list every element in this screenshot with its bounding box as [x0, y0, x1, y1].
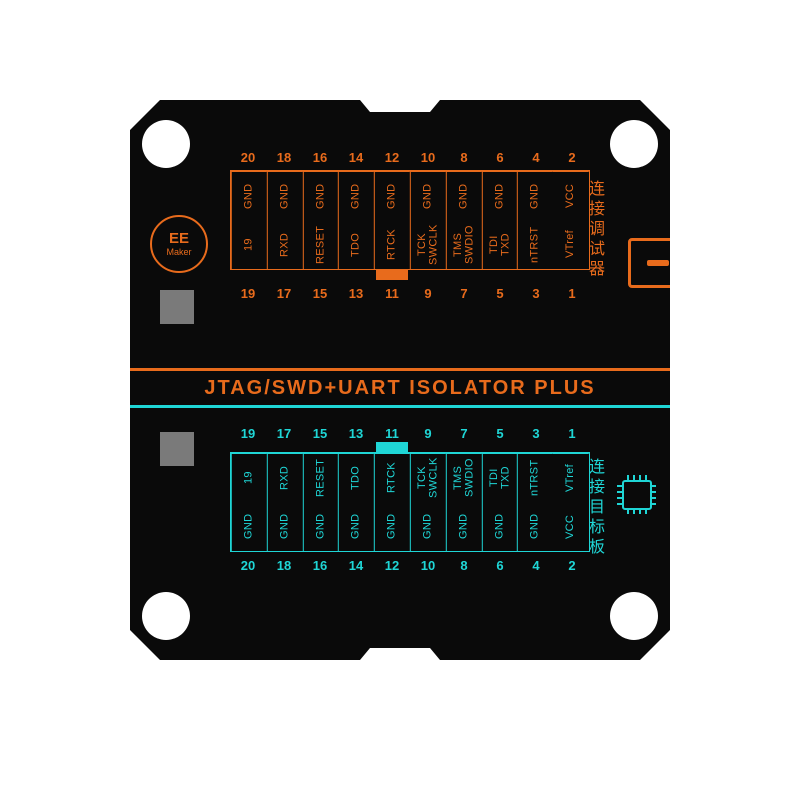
top-side-label: 连接调试器 — [582, 180, 606, 280]
pcb-board: EE Maker JTAG/SWD+UART ISOLATOR PLUS 201… — [130, 100, 670, 660]
bottom-pin-grid: 19RXDRESETTDORTCKTCK SWCLKTMS SWDIOTDI T… — [230, 452, 590, 552]
mount-hole — [142, 592, 190, 640]
title-band: JTAG/SWD+UART ISOLATOR PLUS — [130, 368, 670, 408]
top-pin-block: 2018161412108642 GNDGNDGNDGNDGNDGNDGNDGN… — [230, 150, 590, 350]
mount-hole — [142, 120, 190, 168]
bottom-side-label: 连接目标板 — [582, 458, 606, 558]
mount-hole — [610, 592, 658, 640]
top-notch — [376, 270, 408, 280]
bottom-notch — [376, 442, 408, 452]
title-text: JTAG/SWD+UART ISOLATOR PLUS — [204, 377, 595, 400]
mount-hole — [610, 120, 658, 168]
stage: EE Maker JTAG/SWD+UART ISOLATOR PLUS 201… — [0, 0, 800, 800]
top-pin-grid: GNDGNDGNDGNDGNDGNDGNDGNDGNDVCC19RXDRESET… — [230, 170, 590, 270]
target-chip-icon — [622, 480, 652, 510]
bottom-odd-numbers: 191715131197531 — [230, 426, 590, 441]
pad-square — [160, 290, 194, 324]
badge-line1: EE — [169, 231, 189, 246]
ee-maker-badge: EE Maker — [150, 215, 208, 273]
top-odd-numbers: 191715131197531 — [230, 286, 590, 301]
bottom-pin-block: 191715131197531 19RXDRESETTDORTCKTCK SWC… — [230, 426, 590, 626]
debugger-connector-icon — [628, 238, 688, 288]
bottom-even-numbers: 2018161412108642 — [230, 558, 590, 573]
top-even-numbers: 2018161412108642 — [230, 150, 590, 165]
badge-line2: Maker — [166, 248, 191, 257]
pad-square — [160, 432, 194, 466]
